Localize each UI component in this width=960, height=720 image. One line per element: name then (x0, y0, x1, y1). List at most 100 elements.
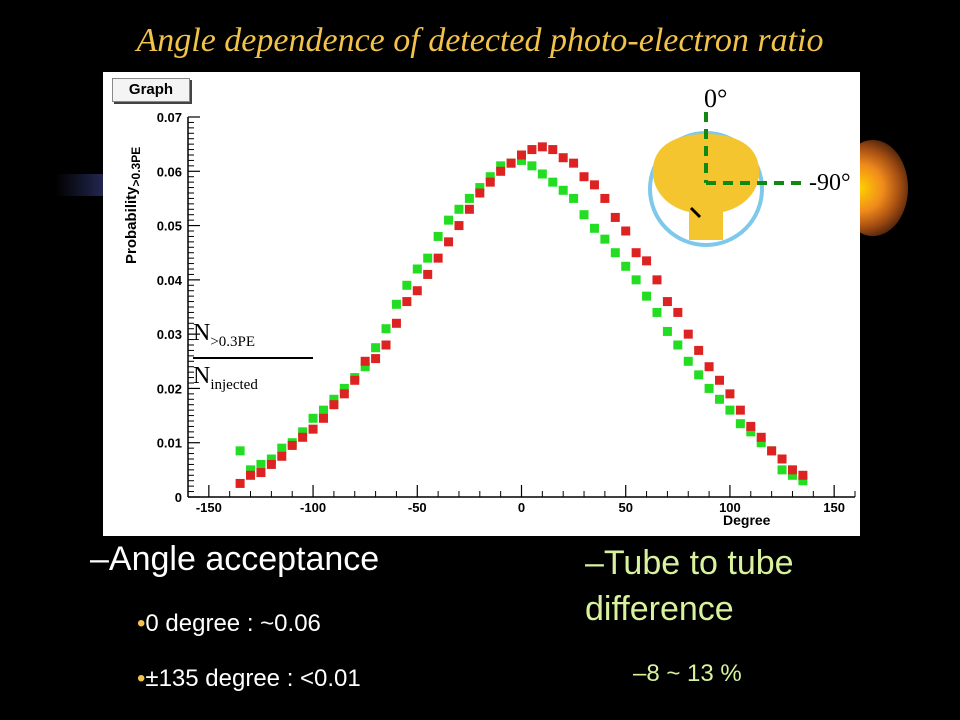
green-data-point (756, 438, 766, 448)
red-data-point (621, 226, 631, 236)
graph-panel: -150 -100 -50 0 50 100 150 0 0.01 0.02 0.03 0.04 0.0… (103, 72, 860, 536)
red-data-point (715, 375, 725, 385)
red-data-point (579, 172, 589, 182)
minus90-label-box (801, 120, 841, 248)
green-data-point (464, 193, 474, 203)
red-data-point (569, 158, 579, 168)
green-data-point (735, 419, 745, 429)
red-data-point (683, 329, 693, 339)
y-tick-label: 0.06 (157, 164, 182, 179)
green-data-point (589, 223, 599, 233)
red-data-point (735, 405, 745, 415)
red-data-point (266, 459, 276, 469)
green-data-point (423, 253, 433, 263)
red-data-point (235, 478, 245, 488)
red-data-point (277, 451, 287, 461)
green-data-point (621, 261, 631, 271)
y-tick-label: 0.07 (157, 110, 182, 125)
red-data-point (662, 297, 672, 307)
red-data-point (548, 145, 558, 155)
ratio-numerator-symbol: N (193, 320, 211, 346)
bullet-tube-range: –8 ~ 13 % (633, 660, 742, 687)
y-tick-label: 0.05 (157, 219, 182, 234)
bullet-dot: • (137, 665, 146, 692)
green-data-point (715, 394, 725, 404)
red-data-point (371, 354, 381, 364)
red-data-point (725, 389, 735, 399)
red-data-point (694, 345, 704, 355)
x-tick-label: 50 (618, 500, 632, 515)
red-data-point (454, 221, 464, 231)
green-data-point (631, 275, 641, 285)
green-data-point (569, 193, 579, 203)
red-data-point (485, 177, 495, 187)
red-data-point (787, 465, 797, 475)
green-data-point (673, 340, 683, 350)
red-data-point (475, 188, 485, 198)
angle-dependence-chart: -150 -100 -50 0 50 100 150 0 0.01 0.02 0.03 0.04 0.0… (113, 84, 856, 524)
green-data-point (683, 356, 693, 366)
red-data-point (433, 253, 443, 263)
y-axis-label: Probability>0.3PE (123, 147, 143, 264)
ratio-formula: N>0.3PE Ninjected (193, 320, 313, 398)
green-data-point (662, 326, 672, 336)
red-data-point (412, 286, 422, 296)
red-data-point (704, 362, 714, 372)
green-data-point (412, 264, 422, 274)
green-data-point (266, 454, 276, 464)
red-data-point (537, 142, 547, 152)
green-data-point (444, 215, 454, 225)
green-data-point (548, 177, 558, 187)
green-data-point (579, 210, 589, 220)
green-data-point (371, 343, 381, 353)
red-data-point (339, 389, 349, 399)
green-data-point (402, 280, 412, 290)
red-data-point (496, 166, 506, 176)
red-data-point (287, 440, 297, 450)
y-tick-label: 0.02 (157, 381, 182, 396)
red-data-point (402, 297, 412, 307)
red-data-point (464, 204, 474, 214)
red-data-point (600, 193, 610, 203)
green-data-point (381, 324, 391, 334)
red-data-point (298, 432, 308, 442)
x-tick-label: 100 (719, 500, 741, 515)
green-data-point (558, 185, 568, 195)
red-data-point (506, 158, 516, 168)
ratio-denominator: Ninjected (193, 363, 313, 398)
green-data-point (517, 155, 526, 165)
y-axis-label-main: Probability (123, 186, 140, 264)
red-data-point (746, 421, 756, 431)
red-data-point (527, 145, 537, 155)
green-data-point (694, 370, 704, 380)
green-data-point (360, 362, 370, 372)
green-data-point (610, 248, 620, 258)
x-tick-label: -50 (408, 500, 427, 515)
red-data-point (246, 470, 256, 480)
red-data-point (777, 454, 787, 464)
zero-degree-label: 0° (704, 84, 728, 113)
red-data-point (318, 413, 328, 423)
bullet-wide-angle-text: ±135 degree : <0.01 (145, 665, 361, 692)
green-data-point (277, 443, 287, 453)
red-data-point (350, 375, 360, 385)
green-data-point (308, 413, 318, 423)
y-tick-label: 0 (175, 490, 182, 505)
pmt-orientation-diagram (648, 112, 806, 247)
green-data-point (537, 169, 547, 179)
red-data-point (360, 356, 370, 366)
pmt-bulb-shape (652, 134, 760, 240)
green-data-point (746, 427, 756, 437)
green-data-point (475, 183, 485, 193)
red-data-point (652, 275, 662, 285)
green-data-point (454, 204, 464, 214)
red-data-point (767, 446, 777, 456)
bullet-zero-degree-text: 0 degree : ~0.06 (145, 610, 321, 637)
x-tick-label: 150 (823, 500, 845, 515)
green-data-point (642, 291, 652, 301)
slide-title: Angle dependence of detected photo-elect… (136, 22, 824, 59)
green-data-point (798, 476, 808, 486)
bullet-zero-degree: •0 degree : ~0.06 (137, 610, 321, 638)
green-data-point (600, 234, 610, 244)
green-data-point (433, 231, 443, 241)
